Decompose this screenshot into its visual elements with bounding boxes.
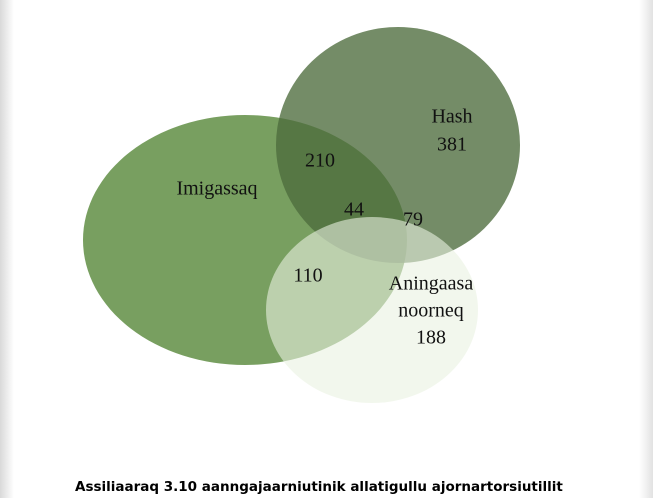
region-value: 110	[293, 265, 322, 287]
set-label: Imigassaq	[176, 178, 257, 200]
set-aningaasa	[266, 217, 478, 403]
set-label: Hash	[431, 106, 472, 128]
set-label: noorneq	[398, 300, 464, 322]
region-value: 44	[344, 199, 364, 221]
caption: Assiliaaraq 3.10 aanngajaarniutinik alla…	[75, 479, 563, 495]
region-value: 210	[305, 150, 335, 172]
edge-shade	[639, 0, 653, 498]
set-value: 381	[437, 134, 467, 156]
set-value: 188	[416, 327, 446, 349]
set-hash	[276, 27, 520, 263]
set-label: Aningaasa	[389, 273, 474, 295]
edge-shade	[0, 0, 14, 498]
region-value: 79	[403, 209, 423, 231]
